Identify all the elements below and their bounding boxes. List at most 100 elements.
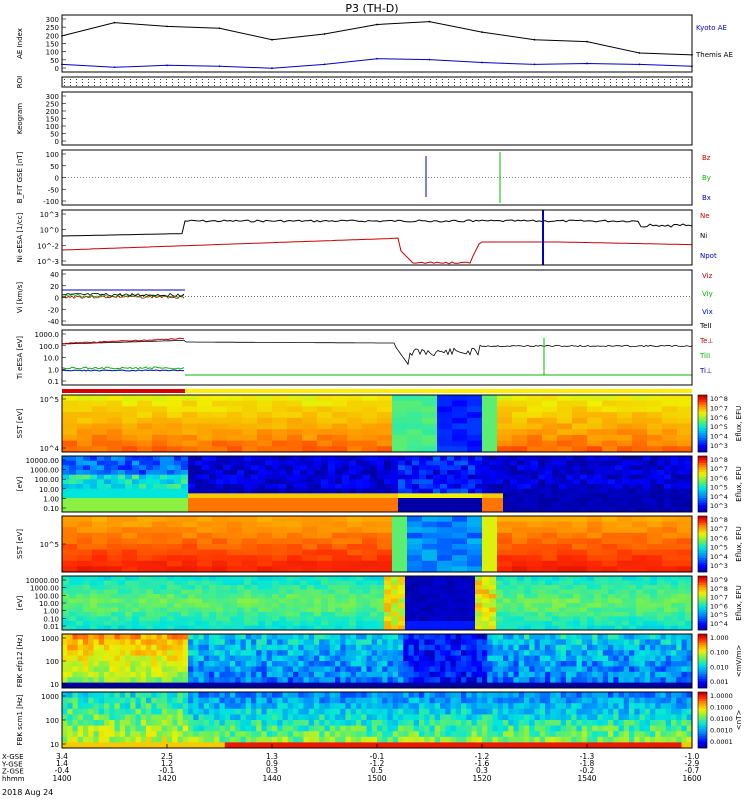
heatmap-cell-esa_e — [496, 612, 503, 617]
heatmap-cell-sst_i — [212, 406, 227, 412]
heatmap-cell-fbk_e — [624, 661, 630, 667]
heatmap-cell-sst_e — [557, 538, 572, 544]
heatmap-cell-sst_i — [332, 418, 347, 424]
heatmap-cell-fbk_e — [367, 666, 373, 672]
heatmap-cell-fbk_e — [109, 634, 115, 640]
roi-dot — [586, 85, 587, 86]
heatmap-cell-sst_i — [647, 424, 662, 430]
heatmap-cell-esa_e — [643, 585, 650, 590]
heatmap-cell-fbk_e — [645, 677, 651, 683]
heatmap-cell-fbk_b — [62, 726, 68, 732]
heatmap-cell-sst_e — [602, 516, 617, 522]
heatmap-cell-esa_e — [433, 590, 440, 595]
roi-dot — [76, 79, 77, 80]
heatmap-cell-esa_e — [524, 603, 531, 608]
roi-dot — [184, 85, 185, 86]
heatmap-cell-esa_e — [167, 590, 174, 595]
heatmap-cell-fbk_e — [487, 672, 493, 678]
heatmap-cell-esa_e — [62, 608, 69, 613]
heatmap-cell-fbk_b — [109, 709, 115, 715]
heatmap-cell-fbk_e — [382, 650, 388, 656]
heatmap-cell-esa_i — [552, 498, 559, 503]
heatmap-cell-esa_i — [69, 498, 76, 503]
heatmap-cell-esa_e — [447, 621, 454, 626]
heatmap-cell-fbk_b — [172, 731, 178, 737]
heatmap-cell-esa_e — [349, 621, 356, 626]
heatmap-cell-esa_e — [664, 612, 671, 617]
heatmap-cell-esa_i — [433, 470, 440, 475]
heatmap-cell-esa_e — [174, 581, 181, 586]
heatmap-cell-fbk_e — [162, 650, 168, 656]
heatmap-cell-fbk_e — [592, 645, 598, 651]
heatmap-cell-sst_i — [257, 435, 272, 441]
heatmap-cell-esa_e — [447, 585, 454, 590]
heatmap-cell-esa_i — [125, 475, 132, 480]
heatmap-cell-esa_e — [650, 590, 657, 595]
heatmap-cell-esa_e — [293, 608, 300, 613]
heatmap-cell-fbk_b — [220, 731, 226, 737]
heatmap-cell-fbk_e — [78, 650, 84, 656]
heatmap-cell-esa_e — [573, 581, 580, 586]
heatmap-cell-esa_i — [139, 456, 146, 461]
heatmap-cell-esa_e — [524, 594, 531, 599]
heatmap-cell-sst_i — [317, 418, 332, 424]
heatmap-cell-fbk_e — [598, 650, 604, 656]
heatmap-cell-fbk_e — [403, 650, 409, 656]
heatmap-cell-esa_i — [370, 484, 377, 489]
heatmap-cell-esa_i — [398, 456, 405, 461]
heatmap-cell-fbk_e — [115, 666, 121, 672]
heatmap-cell-fbk_e — [167, 650, 173, 656]
heatmap-cell-fbk_b — [178, 709, 184, 715]
heatmap-cell-esa_e — [328, 617, 335, 622]
heatmap-cell-sst_i — [542, 401, 557, 407]
heatmap-cell-fbk_e — [120, 661, 126, 667]
heatmap-cell-esa_e — [538, 621, 545, 626]
heatmap-cell-fbk_e — [346, 634, 352, 640]
heatmap-cell-fbk_b — [88, 737, 94, 743]
heatmap-cell-esa_e — [69, 594, 76, 599]
heatmap-cell-sst_e — [152, 555, 167, 561]
heatmap-cell-esa_i — [293, 479, 300, 484]
heatmap-cell-fbk_b — [167, 709, 173, 715]
heatmap-cell-esa_e — [384, 617, 391, 622]
roi-dot — [544, 79, 545, 80]
heatmap-cell-esa_i — [685, 489, 692, 494]
heatmap-cell-fbk_b — [199, 726, 205, 732]
heatmap-cell-fbk_e — [650, 661, 656, 667]
heatmap-cell-fbk_e — [409, 666, 415, 672]
heatmap-cell-fbk_b — [120, 703, 126, 709]
heatmap-cell-esa_e — [244, 585, 251, 590]
heatmap-cell-fbk_e — [293, 666, 299, 672]
heatmap-cell-fbk_e — [157, 666, 163, 672]
heatmap-cell-fbk_e — [577, 650, 583, 656]
heatmap-cell-fbk_b — [104, 720, 110, 726]
roi-dot — [670, 82, 671, 83]
heatmap-cell-fbk_b — [73, 692, 79, 698]
heatmap-cell-sst_i — [347, 412, 362, 418]
heatmap-cell-sst_i — [137, 412, 152, 418]
heatmap-cell-sst_i — [257, 446, 272, 452]
roi-dot — [652, 85, 653, 86]
heatmap-cell-esa_e — [405, 621, 412, 626]
roi-dot — [70, 82, 71, 83]
heatmap-cell-fbk_e — [430, 666, 436, 672]
roi-dot — [370, 79, 371, 80]
heatmap-cell-esa_i — [90, 470, 97, 475]
heatmap-cell-sst_e — [632, 550, 647, 556]
heatmap-cell-fbk_b — [267, 720, 273, 726]
heatmap-cell-fbk_e — [272, 639, 278, 645]
heatmap-cell-fbk_e — [613, 677, 619, 683]
heatmap-cell-sst_i — [137, 401, 152, 407]
heatmap-cell-esa_e — [195, 603, 202, 608]
heatmap-cell-esa_e — [342, 603, 349, 608]
heatmap-cell-esa_e — [552, 576, 559, 581]
heatmap-cell-fbk_e — [183, 639, 189, 645]
heatmap-cell-esa_e — [622, 576, 629, 581]
heatmap-cell-sst_e — [572, 516, 587, 522]
ae-point — [429, 21, 431, 23]
heatmap-cell-fbk_e — [309, 645, 315, 651]
heatmap-cell-esa_i — [531, 498, 538, 503]
heatmap-cell-esa_i — [349, 489, 356, 494]
heatmap-cell-esa_e — [314, 617, 321, 622]
heatmap-cell-sst_i — [332, 401, 347, 407]
